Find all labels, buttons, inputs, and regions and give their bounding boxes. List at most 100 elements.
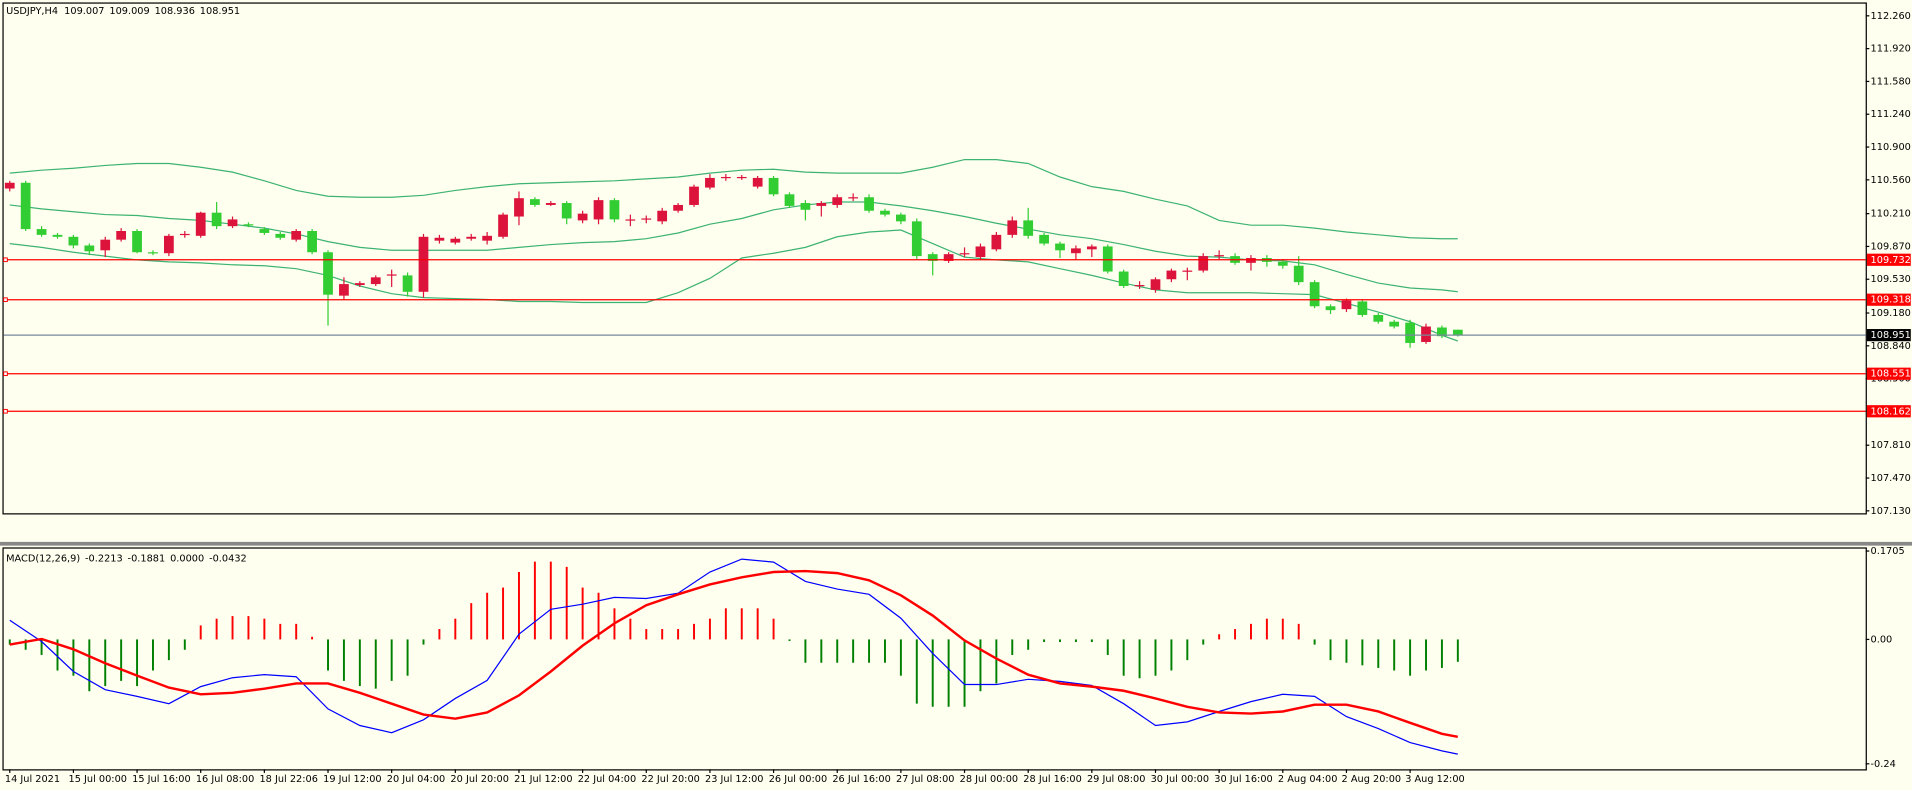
- candle-body: [1086, 246, 1097, 250]
- hist-reading: -0.0432: [209, 553, 247, 564]
- x-tick-label: 15 Jul 16:00: [132, 774, 190, 785]
- x-tick-label: 30 Jul 00:00: [1151, 774, 1209, 785]
- candle-body: [1134, 285, 1145, 287]
- x-tick-label: 20 Jul 04:00: [387, 774, 445, 785]
- open-reading: 109.007: [64, 6, 104, 17]
- macd-main-line: [9, 558, 1458, 755]
- candle-body: [530, 199, 540, 205]
- candle-body: [1039, 234, 1049, 244]
- y-tick-label: 107.130: [1871, 506, 1911, 517]
- candle-body: [1071, 248, 1081, 254]
- macd-header: MACD(12,26,9) -0.2213 -0.1881 0.0000 -0.0432: [6, 553, 247, 564]
- candle-body: [434, 237, 445, 241]
- x-tick-label: 26 Jul 16:00: [832, 774, 890, 785]
- candle-body: [689, 186, 699, 205]
- price-panel: [2, 2, 1867, 515]
- zero-reading: 0.0000: [170, 553, 204, 564]
- x-tick-label: 22 Jul 04:00: [578, 774, 636, 785]
- candle-body: [4, 182, 15, 189]
- candle-body: [848, 197, 859, 199]
- candle-body: [466, 236, 477, 239]
- y-tick-label: 109.870: [1871, 241, 1911, 252]
- y-tick-label: 107.810: [1871, 440, 1911, 451]
- candle-body: [211, 212, 222, 227]
- x-tick-label: 23 Jul 12:00: [705, 774, 763, 785]
- candle-body: [896, 214, 906, 222]
- candle-body: [1007, 220, 1018, 235]
- x-tick-label: 19 Jul 12:00: [323, 774, 381, 785]
- candle-body: [864, 197, 874, 211]
- candle-body: [1325, 306, 1336, 311]
- candle-body: [1437, 327, 1447, 337]
- candle-body: [1277, 261, 1288, 266]
- candle-body: [673, 204, 683, 211]
- level-label: 108.162: [1871, 406, 1911, 417]
- level-marker: [3, 371, 8, 377]
- level-label: 109.732: [1871, 255, 1911, 266]
- candle-body: [386, 274, 397, 276]
- x-tick-label: 16 Jul 08:00: [196, 774, 254, 785]
- symbol: USDJPY,H4: [6, 6, 58, 17]
- candle-body: [179, 233, 190, 236]
- y-tick-label: 111.240: [1871, 109, 1911, 120]
- last-price-label: 108.951: [1871, 330, 1911, 341]
- x-tick-label: 20 Jul 20:00: [450, 774, 508, 785]
- level-label: 108.551: [1871, 369, 1911, 380]
- candle-body: [625, 219, 636, 221]
- candle-body: [259, 229, 270, 233]
- level-label-box: [1866, 293, 1911, 306]
- candle-body: [816, 203, 827, 206]
- candle-body: [370, 277, 381, 285]
- candle-body: [1452, 329, 1463, 336]
- candle-body: [1118, 271, 1129, 287]
- y-tick-label: -0.24: [1871, 759, 1896, 770]
- candle-body: [1246, 258, 1256, 263]
- level-label-box: [1866, 253, 1911, 266]
- macd-signal-line: [9, 569, 1459, 739]
- candle-body: [323, 252, 333, 295]
- candle-body: [561, 203, 572, 219]
- candle-body: [243, 224, 254, 226]
- last-price-box: [1866, 329, 1911, 342]
- x-tick-label: 22 Jul 20:00: [641, 774, 699, 785]
- macd-panel: [2, 547, 1867, 771]
- candle-body: [959, 253, 970, 255]
- y-tick-label: 110.900: [1871, 142, 1911, 153]
- candle-body: [720, 176, 731, 179]
- x-tick-label: 14 Jul 2021: [5, 774, 60, 785]
- level-label-box: [1866, 367, 1911, 380]
- candle-body: [1293, 265, 1304, 283]
- price-header: USDJPY,H4 109.007 109.009 108.936 108.951: [6, 6, 240, 17]
- candle-body: [593, 200, 604, 220]
- x-tick-label: 28 Jul 16:00: [1023, 774, 1081, 785]
- candle-body: [1182, 270, 1193, 272]
- band-lower: [9, 229, 1458, 342]
- candle-body: [195, 212, 206, 236]
- x-tick-label: 27 Jul 08:00: [896, 774, 954, 785]
- x-tick-label: 2 Aug 04:00: [1278, 774, 1338, 785]
- candle-body: [752, 177, 763, 187]
- candle-body: [148, 252, 158, 254]
- macd-label: MACD(12,26,9): [6, 553, 80, 564]
- high-reading: 109.009: [109, 6, 149, 17]
- candle-body: [1405, 322, 1415, 343]
- candle-body: [1309, 282, 1320, 307]
- candle-body: [736, 176, 747, 179]
- candle-body: [975, 246, 986, 258]
- candle-body: [832, 197, 843, 205]
- candle-body: [1373, 314, 1384, 322]
- candle-body: [1198, 256, 1209, 271]
- candle-body: [227, 219, 238, 227]
- y-tick-label: 0.00: [1871, 634, 1893, 645]
- band-upper: [9, 158, 1458, 240]
- level-label: 109.318: [1871, 295, 1911, 306]
- candle-body: [1102, 246, 1113, 272]
- x-tick-label: 26 Jul 00:00: [769, 774, 827, 785]
- candle-body: [1166, 270, 1177, 280]
- candle-body: [354, 283, 365, 286]
- candle-body: [1023, 220, 1034, 236]
- candle-body: [1055, 243, 1065, 251]
- candle-body: [20, 182, 31, 230]
- candle-body: [927, 254, 938, 261]
- x-tick-label: 18 Jul 22:06: [259, 774, 317, 785]
